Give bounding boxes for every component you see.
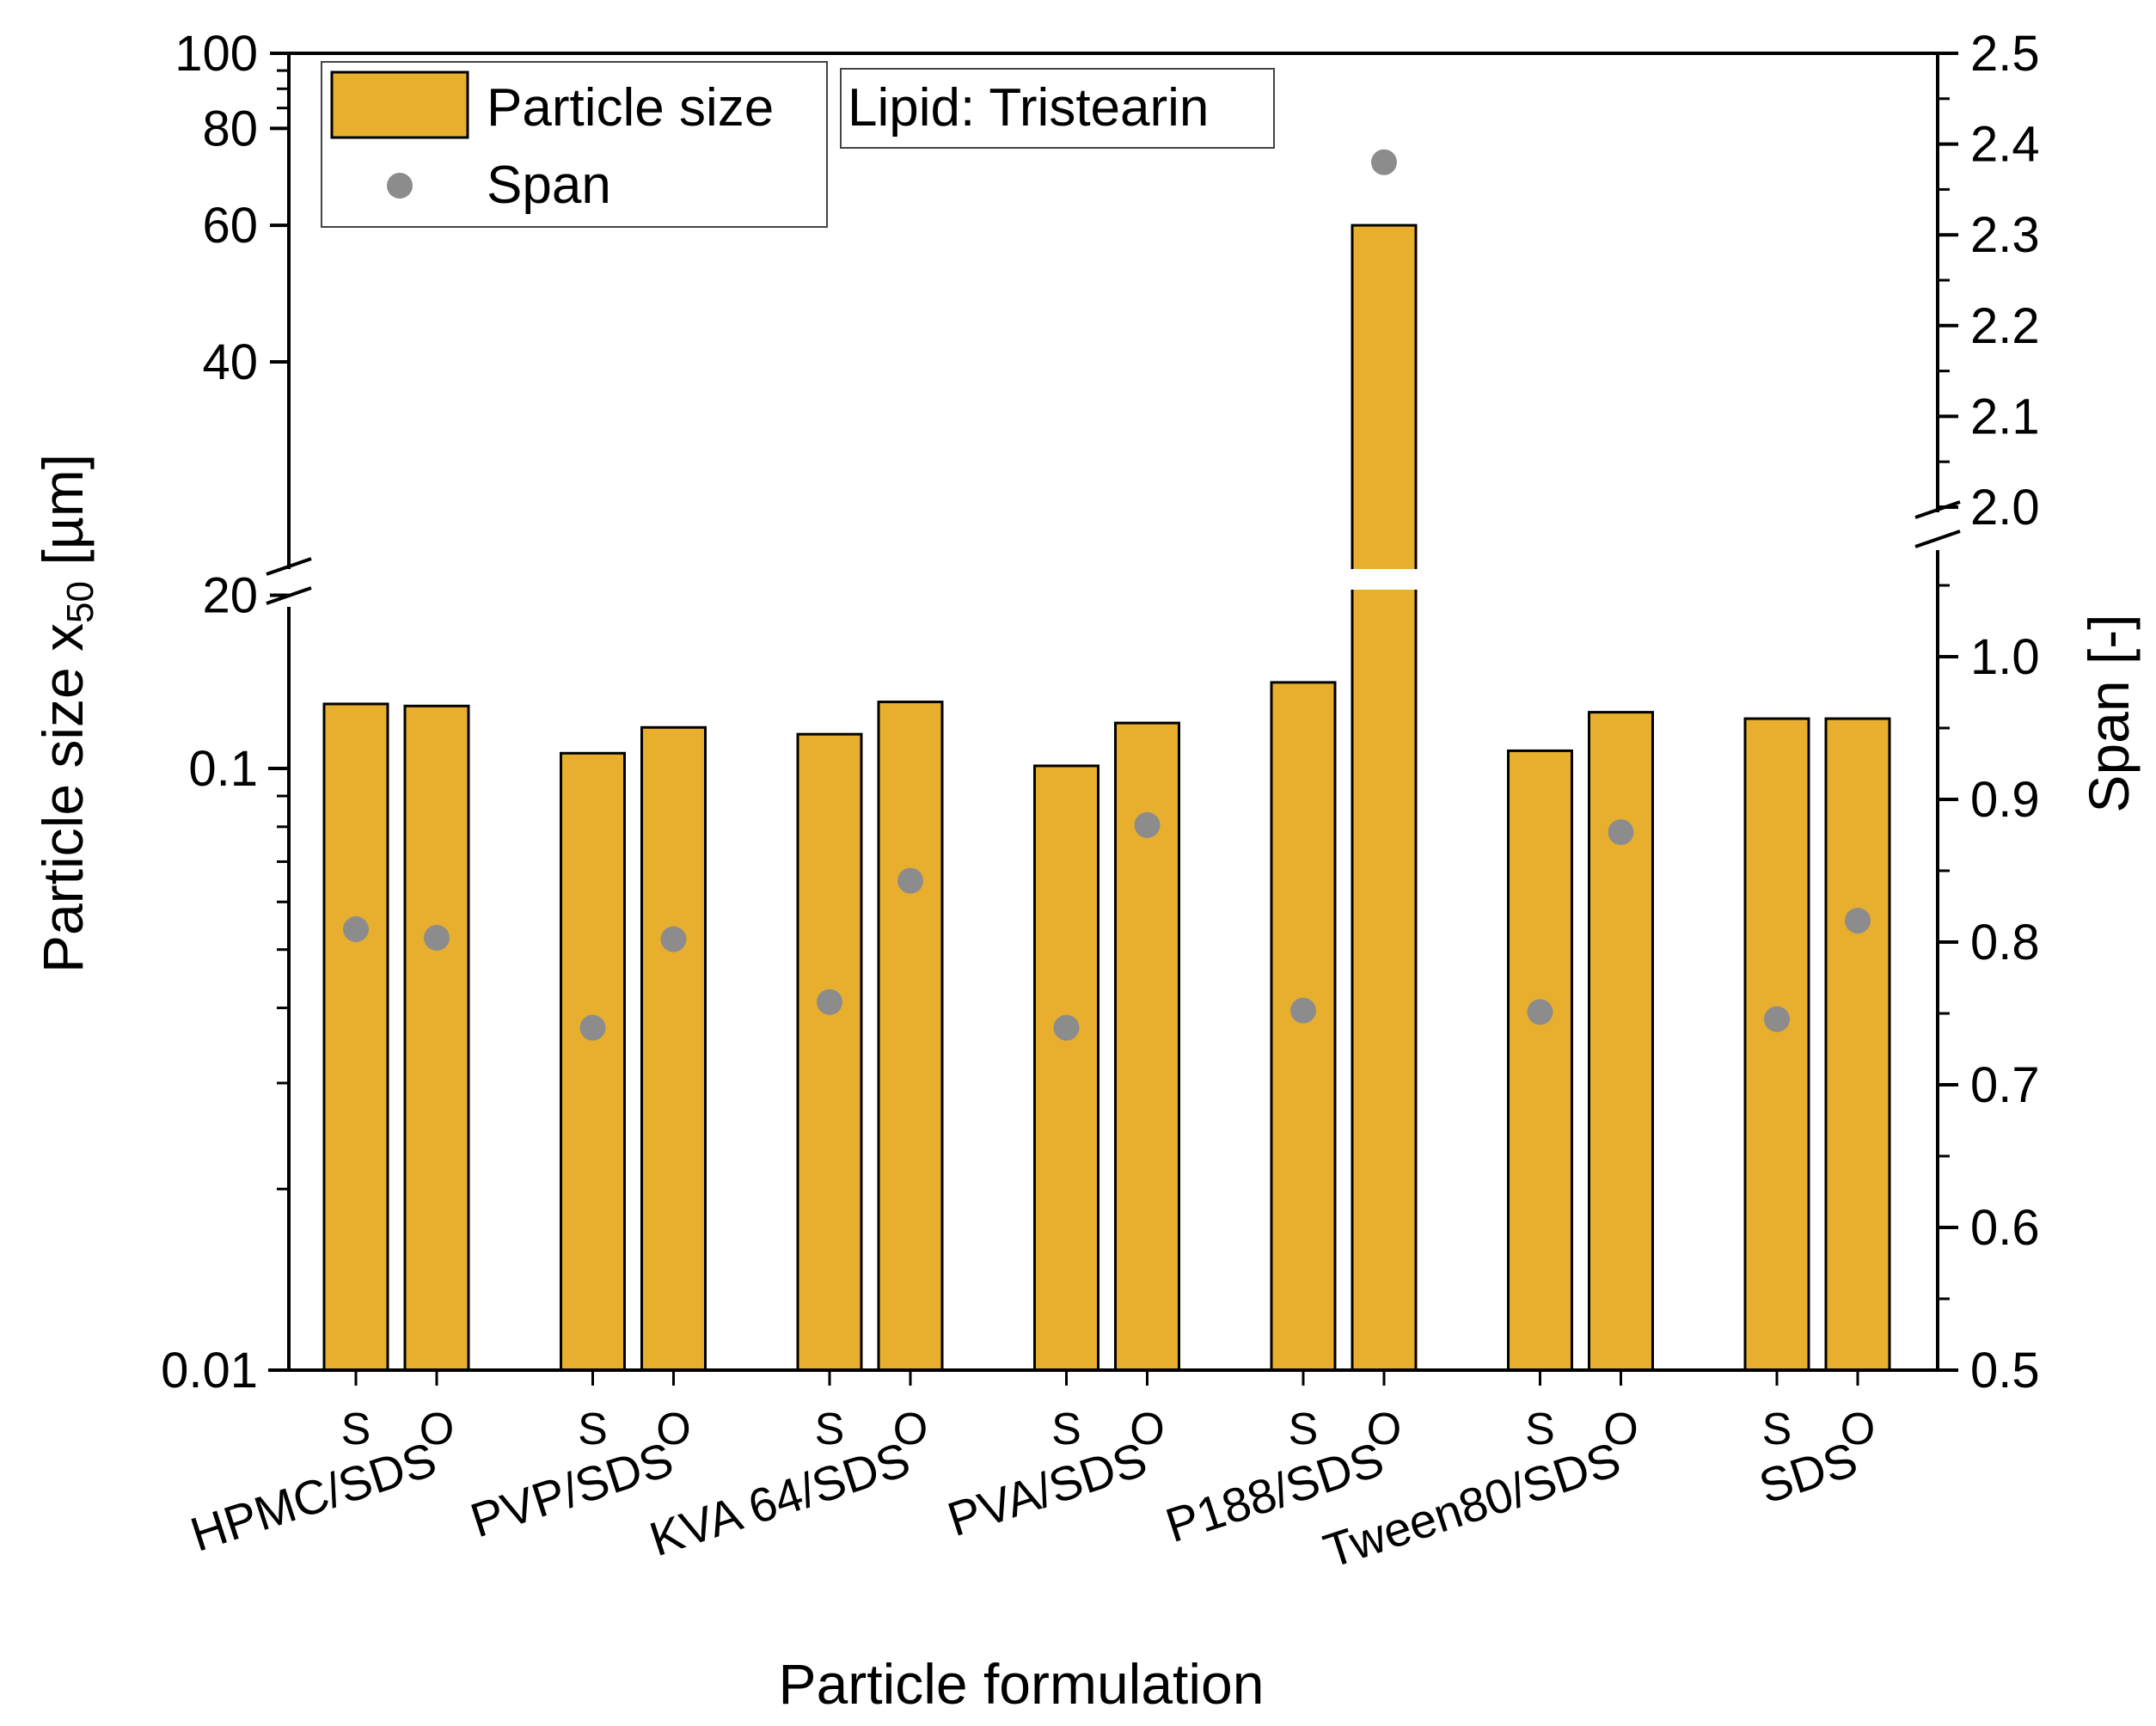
bars-layer: [322, 223, 1891, 1372]
left-tick-label: 100: [175, 26, 258, 82]
span-dot-sds-s: [1764, 1006, 1790, 1032]
annotation-text: Lipid: Tristearin: [848, 78, 1209, 138]
span-dot-pvp-sds-o: [660, 926, 687, 952]
annotation-box: [840, 68, 1275, 149]
right-tick-label: 0.9: [1970, 772, 2040, 828]
bar-tween80-sds-o: [1588, 711, 1654, 1372]
bar-pvp-sds-o: [640, 725, 707, 1372]
right-axis-ticks: 0.5 0.6 0.7 0.8 0.9 1.0 2.0 2.1 2.2 2.3 2.4 2.5: [1938, 26, 2040, 1399]
bar-sds-s: [1743, 717, 1810, 1372]
x-subcategory-label: O: [656, 1405, 690, 1454]
span-dot-sds-o: [1845, 908, 1871, 934]
right-tick-label: 2.5: [1970, 26, 2040, 82]
right-tick-label: 0.7: [1970, 1057, 2040, 1113]
span-dot-tween80-sds-s: [1527, 999, 1553, 1025]
span-dot-hpmc-sds-s: [343, 916, 369, 943]
x-subcategory-label: O: [1603, 1405, 1638, 1454]
x-subcategory-label: S: [578, 1405, 608, 1454]
left-tick-label: 40: [202, 334, 258, 390]
bar-tween80-sds-s: [1507, 749, 1573, 1372]
x-subcategory-label: O: [420, 1405, 454, 1454]
bar-p188-sds-s: [1270, 681, 1337, 1372]
right-tick-label: 2.2: [1970, 298, 2040, 354]
legend-label-span: Span: [487, 156, 611, 215]
x-subcategory-label: O: [1130, 1405, 1164, 1454]
bar-hpmc-sds-s: [322, 702, 389, 1372]
right-tick-label: 2.4: [1970, 117, 2040, 173]
left-tick-label: 0.01: [161, 1343, 258, 1399]
span-dot-tween80-sds-o: [1608, 819, 1634, 846]
x-group-label: PVP/SDS: [464, 1431, 679, 1547]
x-group-label: HPMC/SDS: [184, 1431, 443, 1561]
left-axis-ticks: 0.01 0.1 20 40 60 80 100: [161, 26, 289, 1399]
y2-axis-title: Span [-]: [2077, 614, 2141, 812]
bar-pva-sds-s: [1033, 764, 1099, 1372]
legend-dot-swatch: [387, 173, 413, 199]
left-tick-label: 0.1: [188, 741, 258, 797]
right-tick-label: 0.8: [1970, 915, 2040, 970]
right-tick-label: 0.5: [1970, 1343, 2040, 1399]
right-tick-label: 0.6: [1970, 1200, 2040, 1256]
x-subcategory-label: S: [341, 1405, 371, 1454]
legend: Particle size Span: [321, 61, 828, 228]
right-tick-label: 2.1: [1970, 389, 2040, 444]
bar-kva-64-sds-s: [796, 732, 863, 1372]
span-dot-p188-sds-o: [1371, 149, 1397, 175]
span-dot-pvp-sds-s: [579, 1014, 606, 1041]
x-subcategory-label: O: [1367, 1405, 1401, 1454]
x-subcategory-label: S: [815, 1405, 845, 1454]
x-subcategory-label: O: [893, 1405, 928, 1454]
bar-p188-sds-o: [1351, 223, 1418, 1372]
break-gap-layer: [1347, 569, 1421, 590]
bar-break-gap: [1347, 569, 1421, 590]
x-group-label: PVA/SDS: [941, 1431, 1153, 1546]
plot-frame: [287, 52, 1939, 1372]
right-tick-label: 2.3: [1970, 207, 2040, 263]
bar-kva-64-sds-o: [877, 701, 944, 1372]
left-tick-label: 80: [202, 101, 258, 156]
dots-layer: [343, 149, 1871, 1041]
span-dot-pva-sds-s: [1053, 1014, 1080, 1041]
x-subcategory-label: S: [1289, 1405, 1319, 1454]
y-axis-title: Particle size x50 [µm]: [31, 454, 101, 973]
legend-bar-swatch: [330, 70, 469, 139]
span-dot-hpmc-sds-o: [424, 925, 450, 952]
right-tick-label: 2.0: [1970, 480, 2040, 536]
x-subcategory-label: S: [1762, 1405, 1792, 1454]
x-subcategory-label: S: [1051, 1405, 1081, 1454]
left-tick-label: 20: [202, 567, 258, 623]
bar-pvp-sds-s: [560, 751, 626, 1372]
right-axis-break-mark: [1914, 500, 1961, 550]
span-dot-kva-64-sds-o: [897, 867, 923, 894]
left-tick-label: 60: [202, 198, 258, 254]
left-axis-break-mark: [266, 557, 312, 607]
lipid-annotation: Lipid: Tristearin: [840, 68, 1275, 149]
x-subcategory-label: O: [1841, 1405, 1875, 1454]
legend-label-particle-size: Particle size: [487, 78, 774, 138]
bar-sds-o: [1824, 717, 1891, 1372]
x-subcategory-label: S: [1525, 1405, 1555, 1454]
bar-hpmc-sds-o: [403, 704, 470, 1372]
span-dot-kva-64-sds-s: [817, 988, 842, 1015]
span-dot-pva-sds-o: [1134, 811, 1161, 838]
span-dot-p188-sds-s: [1290, 997, 1316, 1024]
right-tick-label: 1.0: [1970, 629, 2040, 685]
x-axis-title: Particle formulation: [779, 1652, 1265, 1716]
